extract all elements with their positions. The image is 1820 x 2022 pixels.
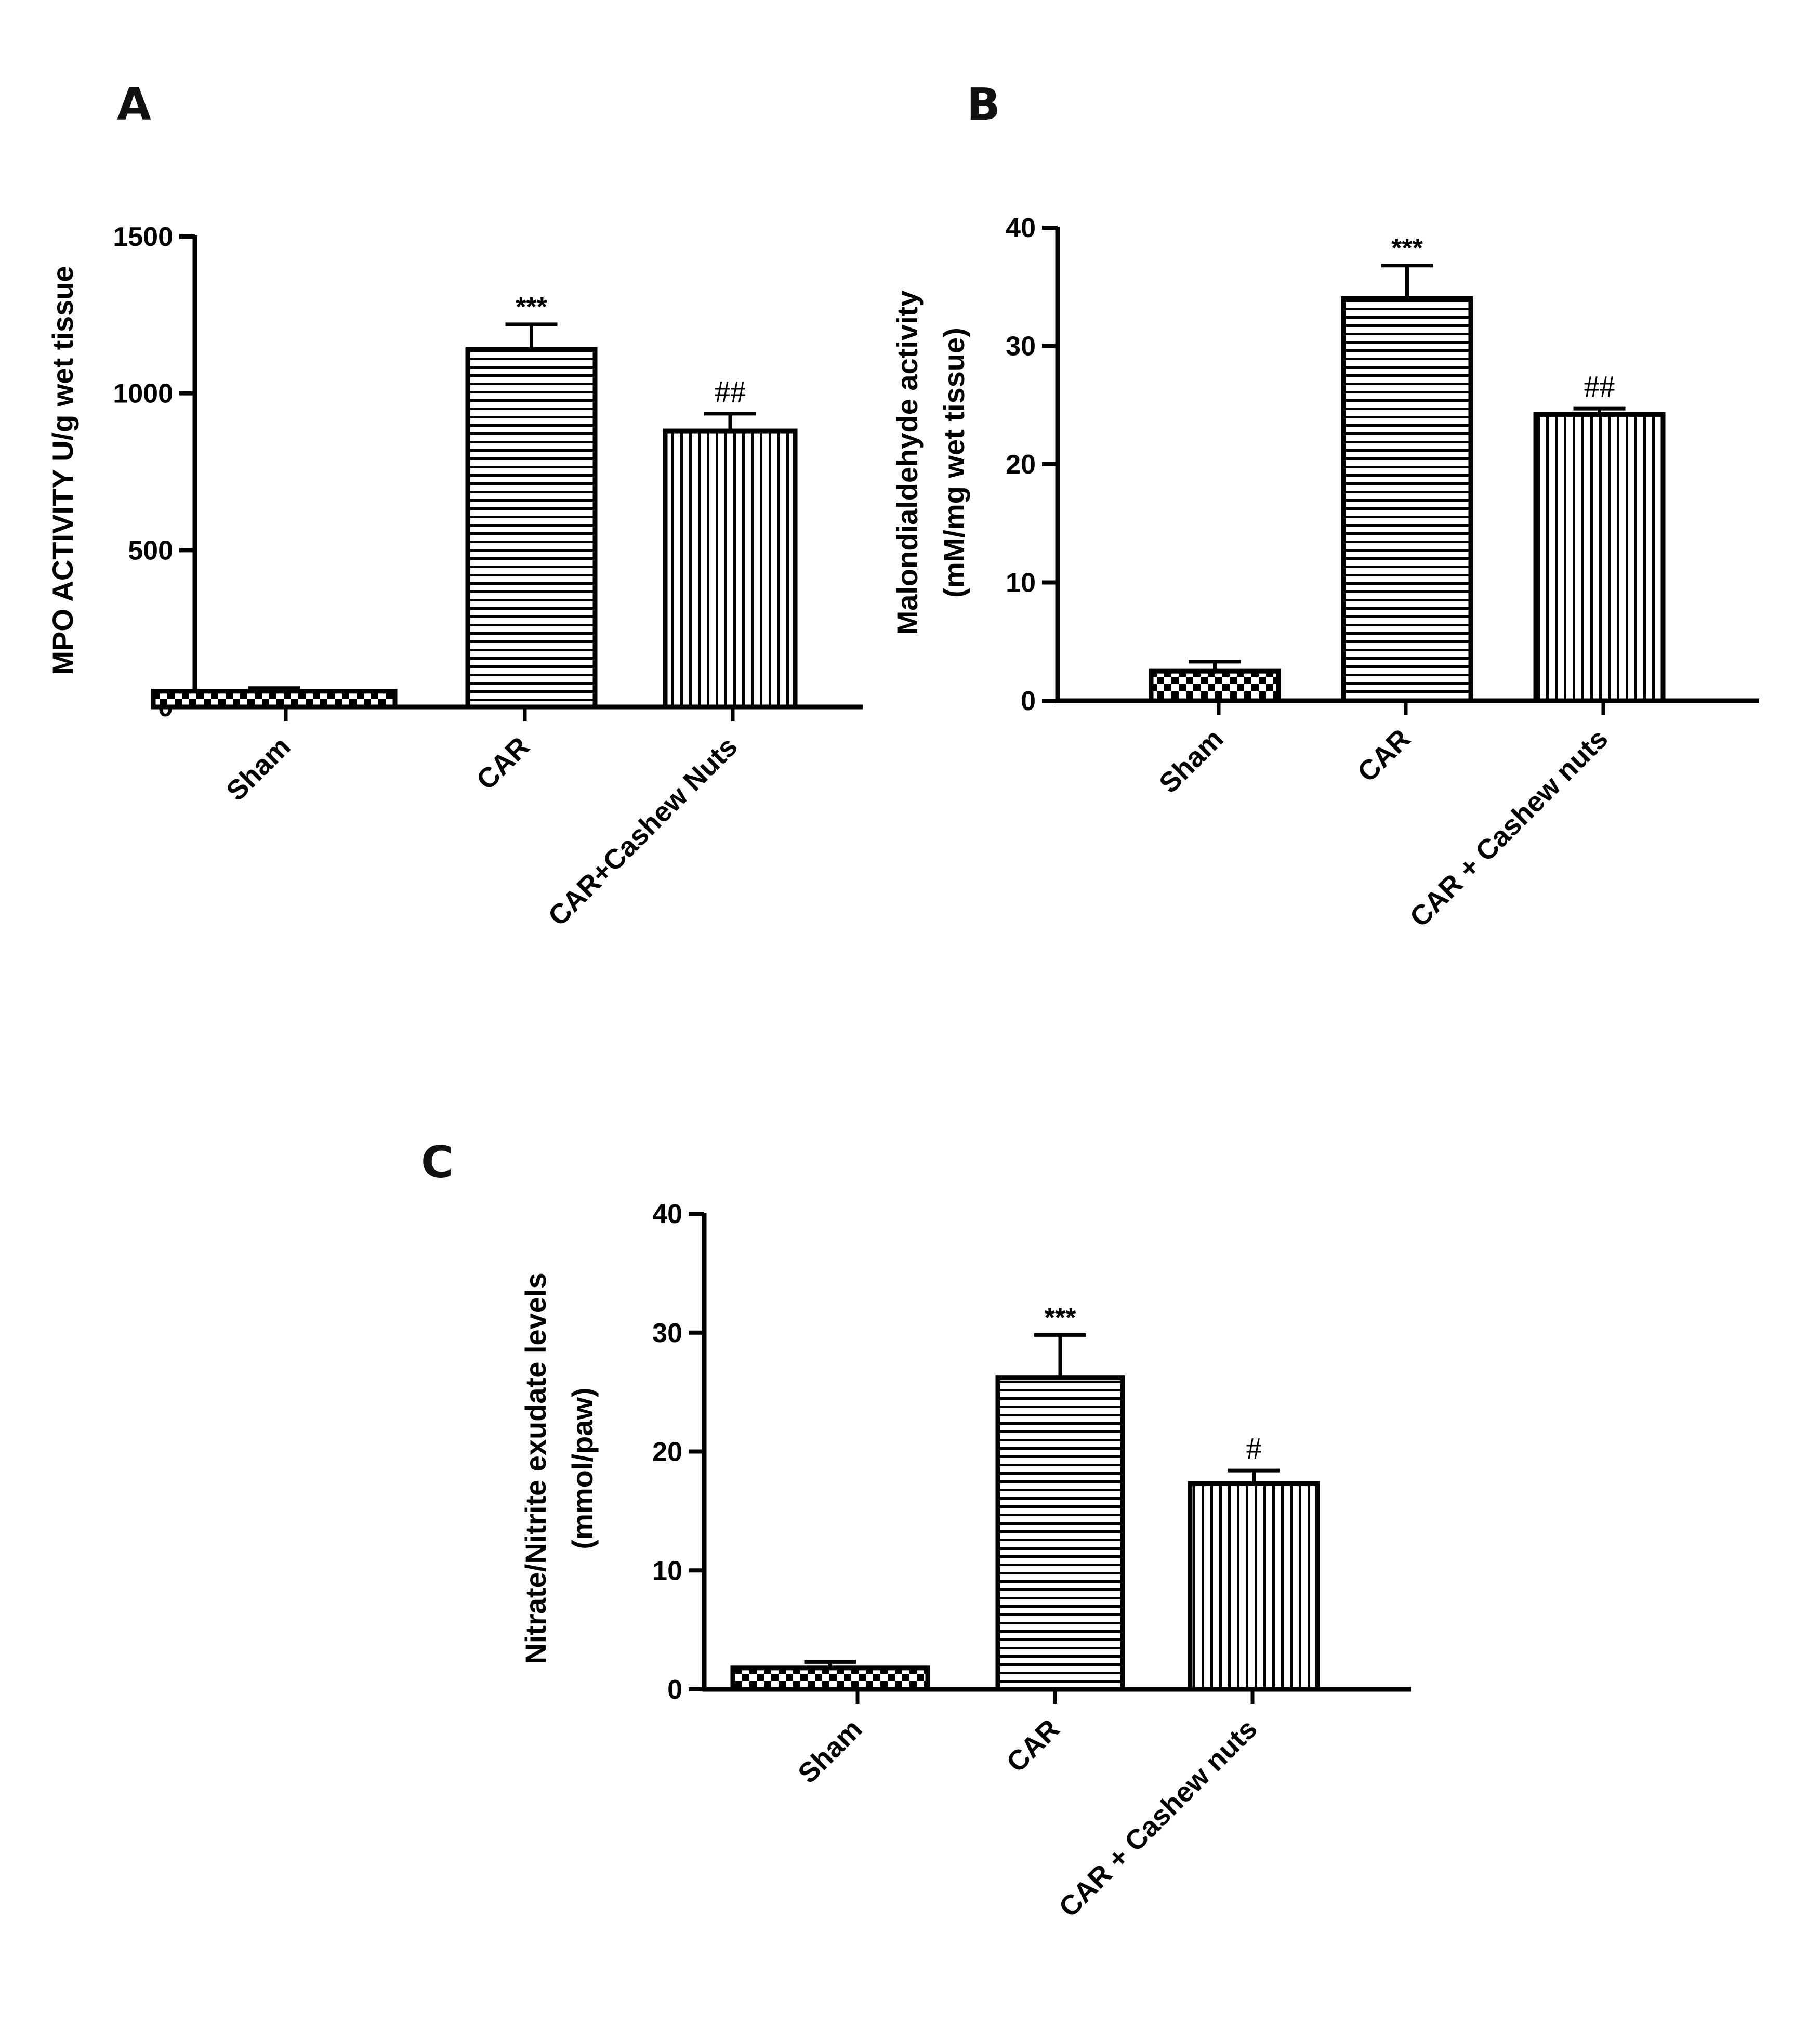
bar	[1149, 668, 1281, 703]
x-category-label: CAR + Cashew nuts	[1404, 723, 1614, 933]
bar	[1341, 296, 1473, 703]
x-category-label: CAR	[470, 731, 535, 796]
panel-b-chart: B 0 10 20 30 40 Malondialdehyde activity (mM/mg…	[891, 79, 1759, 933]
bar	[1533, 412, 1666, 703]
bar	[995, 1375, 1125, 1692]
panel-a-chart: A050010001500MPO ACTIVITY U/g wet tissue…	[46, 79, 863, 932]
x-category-label: Sham	[1153, 723, 1229, 799]
y-tick-label: 20	[1006, 450, 1036, 480]
bar	[151, 689, 398, 710]
x-category-label: Sham	[220, 731, 296, 807]
bar	[1188, 1481, 1320, 1692]
x-category-label: CAR+Cashew Nuts	[542, 731, 743, 932]
bar	[465, 347, 598, 710]
bar-annotation: ***	[516, 292, 547, 322]
bar-annotation: ***	[1391, 233, 1423, 264]
bar	[730, 1665, 930, 1692]
y-axis-title: Nitrate/Nitrite exudate levels	[519, 1272, 552, 1664]
y-tick-label: 30	[652, 1318, 682, 1348]
bar-annotation: ##	[1584, 370, 1615, 404]
y-axis-title: (mmol/paw)	[566, 1387, 599, 1549]
panel-letter: B	[967, 79, 1000, 130]
y-tick-label: 10	[652, 1556, 682, 1586]
y-tick-label: 40	[1006, 213, 1036, 243]
bar	[663, 428, 798, 710]
y-tick-label: 1000	[113, 379, 173, 409]
y-tick-label: 10	[1006, 568, 1036, 598]
bar-annotation: ***	[1045, 1303, 1076, 1333]
y-tick-label: 500	[128, 535, 173, 566]
bar-annotation: ##	[715, 375, 746, 409]
x-category-label: CAR + Cashew nuts	[1053, 1713, 1263, 1923]
panel-letter: A	[117, 79, 151, 130]
y-tick-label: 0	[1021, 686, 1036, 716]
y-tick-label: 0	[667, 1675, 682, 1705]
y-tick-label: 30	[1006, 332, 1036, 362]
bar-annotation: #	[1246, 1432, 1262, 1466]
x-category-label: CAR	[1000, 1713, 1065, 1778]
panel-c-chart: C 0 10 20 30 40 Nitrate/Nitrite exudate levels…	[421, 1137, 1411, 1923]
y-axis-title: (mM/mg wet tissue)	[938, 327, 970, 598]
y-tick-label: 1500	[113, 222, 173, 252]
y-tick-label: 40	[652, 1199, 682, 1229]
y-axis-title: MPO ACTIVITY U/g wet tissue	[46, 266, 79, 675]
y-tick-label: 20	[652, 1437, 682, 1467]
panel-letter: C	[421, 1137, 453, 1188]
y-axis-title: Malondialdehyde activity	[891, 291, 924, 635]
x-category-label: Sham	[792, 1713, 868, 1789]
x-category-label: CAR	[1351, 723, 1416, 788]
